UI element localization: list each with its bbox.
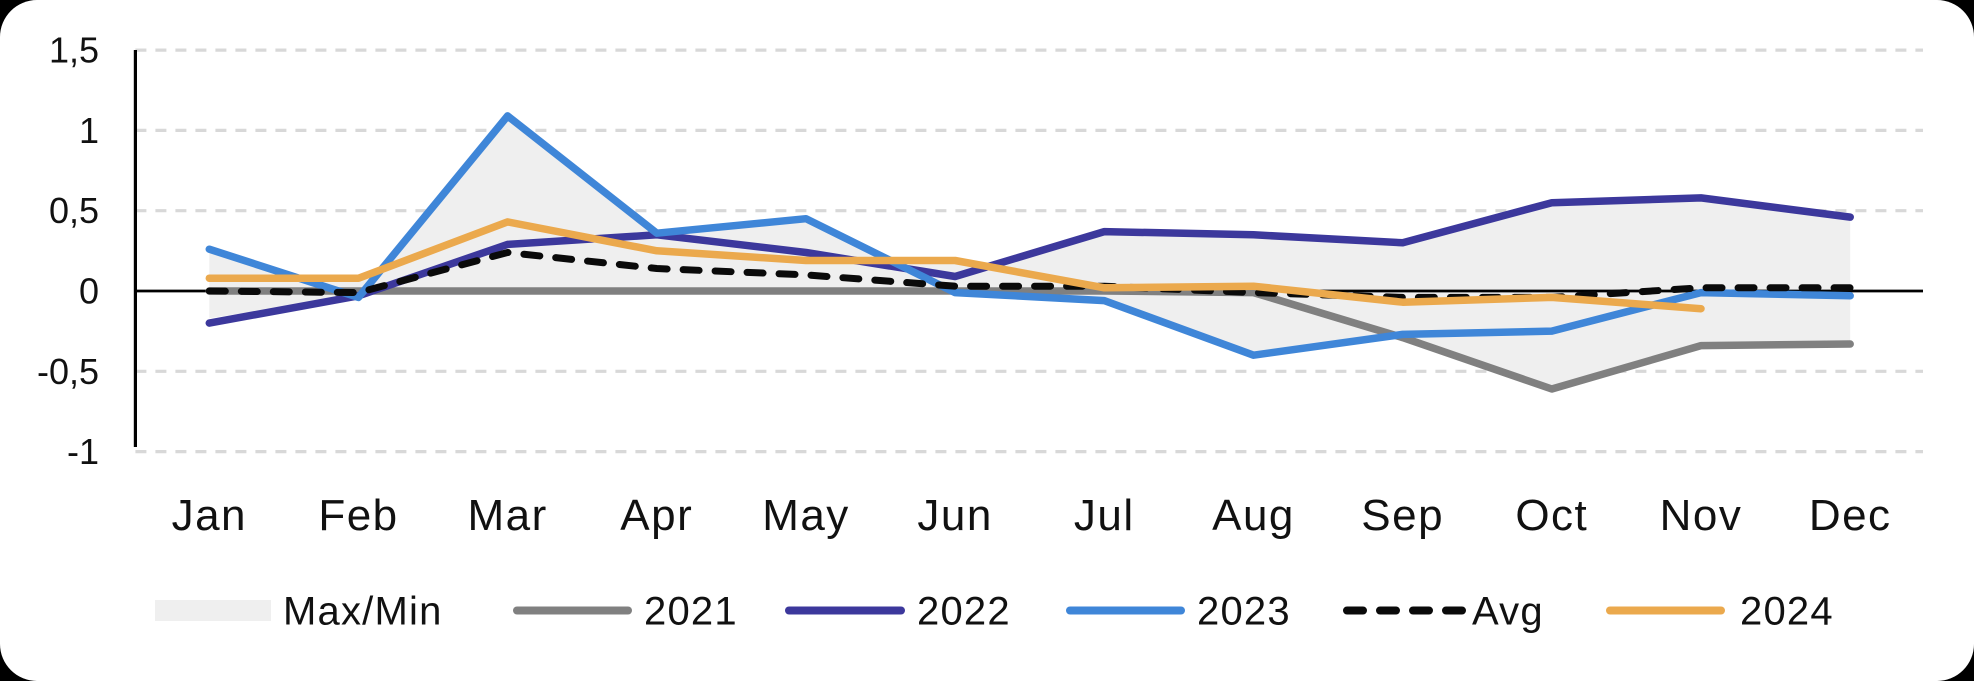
svg-text:2024: 2024 <box>1740 590 1834 634</box>
svg-text:May: May <box>762 491 850 540</box>
svg-text:Jan: Jan <box>172 491 247 540</box>
svg-text:-0,5: -0,5 <box>37 351 99 392</box>
svg-text:2022: 2022 <box>917 590 1011 634</box>
svg-text:2023: 2023 <box>1197 590 1291 634</box>
svg-text:0,5: 0,5 <box>49 190 99 231</box>
svg-text:Jun: Jun <box>917 491 992 540</box>
svg-text:1: 1 <box>79 110 99 151</box>
svg-text:Oct: Oct <box>1515 491 1588 540</box>
svg-text:Dec: Dec <box>1809 491 1892 540</box>
svg-text:Nov: Nov <box>1660 491 1743 540</box>
svg-text:1,5: 1,5 <box>49 30 99 71</box>
svg-text:Max/Min: Max/Min <box>283 590 443 634</box>
svg-text:Jul: Jul <box>1074 491 1135 540</box>
svg-text:-1: -1 <box>67 431 99 472</box>
svg-text:2021: 2021 <box>644 590 738 634</box>
svg-text:Feb: Feb <box>318 491 398 540</box>
svg-text:Apr: Apr <box>620 491 693 540</box>
svg-text:Aug: Aug <box>1212 491 1295 540</box>
svg-text:Avg: Avg <box>1472 590 1544 634</box>
svg-text:Sep: Sep <box>1361 491 1444 540</box>
svg-text:Mar: Mar <box>467 491 547 540</box>
svg-text:0: 0 <box>79 271 99 312</box>
